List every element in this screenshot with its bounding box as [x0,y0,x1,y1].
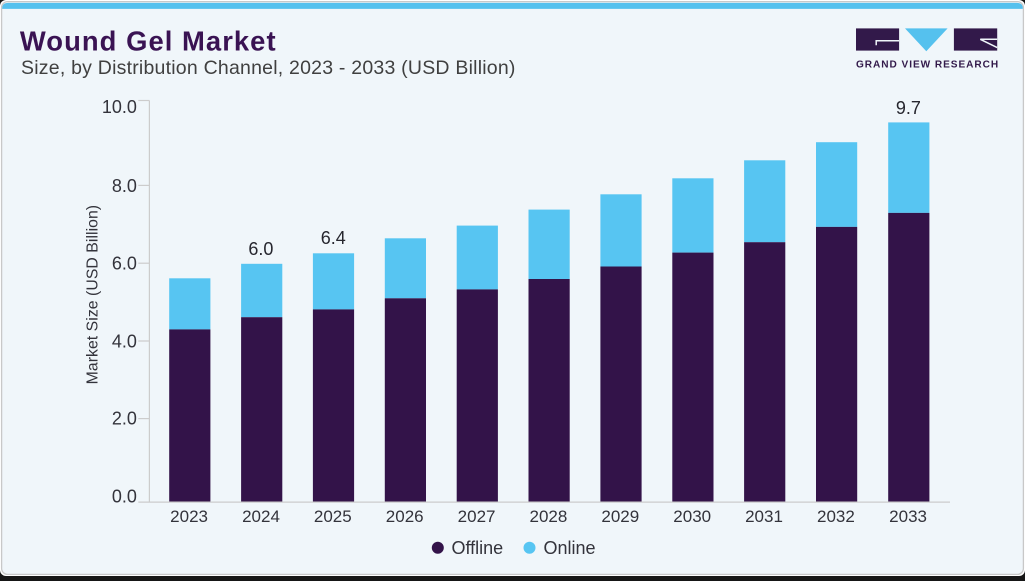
svg-text:Size, by Distribution Channel,: Size, by Distribution Channel, 2023 - 20… [21,57,516,79]
svg-text:9.7: 9.7 [896,98,921,118]
svg-text:2024: 2024 [242,507,280,526]
svg-text:2027: 2027 [458,507,496,526]
svg-text:2026: 2026 [386,507,424,526]
svg-text:Wound Gel Market: Wound Gel Market [20,26,277,57]
svg-text:Offline: Offline [452,538,504,558]
svg-text:4.0: 4.0 [112,331,137,351]
svg-text:2032: 2032 [817,507,855,526]
svg-text:6.0: 6.0 [248,239,273,259]
svg-text:2031: 2031 [745,507,783,526]
svg-text:2033: 2033 [889,507,927,526]
svg-text:Market Size (USD Billion): Market Size (USD Billion) [84,205,101,384]
svg-text:2025: 2025 [314,507,352,526]
svg-text:2030: 2030 [673,507,711,526]
svg-text:6.0: 6.0 [112,254,137,274]
svg-text:Online: Online [544,538,596,558]
svg-text:GRAND VIEW RESEARCH: GRAND VIEW RESEARCH [856,59,999,70]
svg-text:2029: 2029 [601,507,639,526]
svg-text:2.0: 2.0 [112,409,137,429]
svg-text:8.0: 8.0 [112,176,137,196]
svg-text:2028: 2028 [529,507,567,526]
svg-text:2023: 2023 [170,507,208,526]
svg-text:6.4: 6.4 [321,228,346,248]
svg-text:10.0: 10.0 [102,97,137,117]
svg-text:0.0: 0.0 [112,486,137,506]
